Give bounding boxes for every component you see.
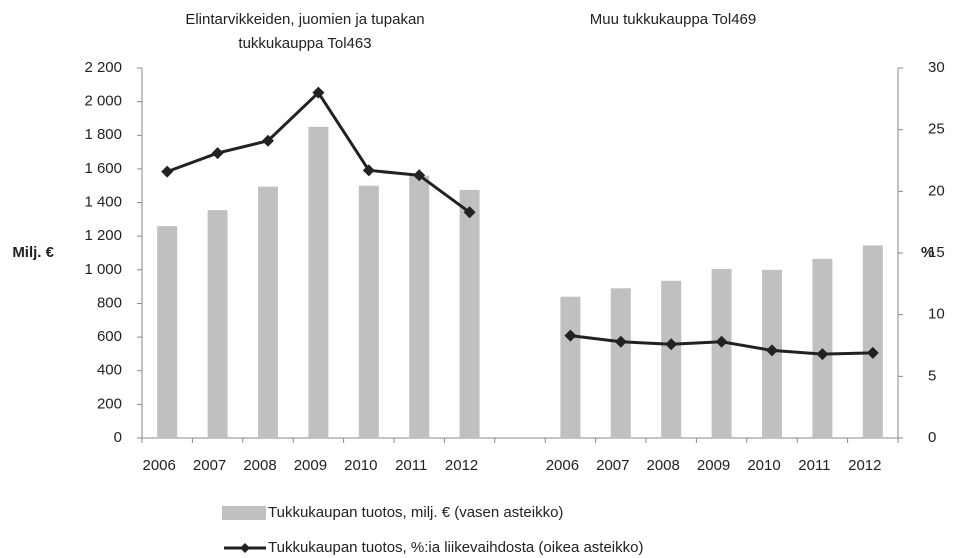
y-tick-label: 2 000 [84, 93, 122, 110]
marker [766, 344, 778, 357]
x-tick-label: 2008 [243, 457, 276, 474]
bar [258, 186, 278, 438]
y-tick-label: 1 600 [84, 160, 122, 177]
legend-label: Tukkukaupan tuotos, %:ia liikevaihdosta … [268, 539, 643, 556]
bar [610, 288, 631, 438]
y-tick-label: 800 [97, 294, 122, 311]
y2-tick-label: 5 [928, 367, 936, 384]
y2-tick-label: 10 [928, 306, 945, 323]
x-tick-label: 2012 [848, 457, 881, 474]
y2-axis-label: % [921, 244, 934, 261]
bar [157, 226, 178, 438]
x-tick-label: 2010 [344, 457, 377, 474]
y-axis-label: Milj. € [12, 244, 54, 261]
bar [459, 189, 480, 438]
y-tick-label: 1 800 [84, 126, 122, 143]
x-tick-label: 2009 [294, 457, 327, 474]
annotation: Muu tukkukauppa Tol469 [590, 11, 757, 28]
annotation: Elintarvikkeiden, juomien ja tupakan [185, 11, 424, 28]
marker [564, 329, 577, 342]
x-tick-label: 2010 [747, 457, 780, 474]
legend-label: Tukkukaupan tuotos, milj. € (vasen astei… [268, 504, 563, 521]
x-tick-label: 2011 [395, 457, 427, 474]
bar [661, 280, 682, 438]
y2-tick-label: 0 [928, 429, 936, 446]
y-tick-label: 200 [97, 395, 122, 412]
bar [207, 210, 228, 438]
y2-tick-label: 20 [928, 182, 945, 199]
marker [161, 165, 174, 178]
y2-tick-label: 25 [928, 121, 945, 138]
x-tick-label: 2009 [697, 457, 730, 474]
x-tick-label: 2007 [596, 457, 629, 474]
marker [665, 338, 678, 351]
marker [866, 346, 879, 359]
x-tick-label: 2011 [798, 457, 830, 474]
bar [560, 296, 581, 438]
marker [413, 169, 426, 182]
x-tick-label: 2006 [546, 457, 579, 474]
legend-marker [240, 543, 250, 553]
x-tick-label: 2007 [193, 457, 226, 474]
x-tick-label: 2006 [143, 457, 176, 474]
y-tick-label: 600 [97, 328, 122, 345]
annotation: tukkukauppa Tol463 [238, 35, 371, 52]
y-tick-label: 1 400 [84, 194, 122, 211]
bar [409, 175, 430, 439]
x-tick-label: 2008 [647, 457, 680, 474]
bar [308, 126, 329, 438]
marker [362, 164, 375, 177]
bar [862, 245, 883, 438]
marker [463, 206, 476, 219]
y-tick-label: 400 [97, 362, 122, 379]
bar [358, 185, 379, 438]
x-tick-label: 2012 [445, 457, 478, 474]
marker [211, 147, 224, 160]
y-tick-label: 2 200 [84, 59, 122, 76]
y2-tick-label: 15 [928, 244, 945, 261]
marker [715, 335, 728, 348]
marker [816, 348, 829, 361]
marker [614, 335, 627, 348]
bar [711, 268, 732, 438]
legend-swatch [222, 506, 266, 520]
y-tick-label: 0 [114, 429, 122, 446]
marker [262, 134, 274, 147]
y-tick-label: 1 200 [84, 227, 122, 244]
y2-tick-label: 30 [928, 59, 945, 76]
y-tick-label: 1 000 [84, 261, 122, 278]
marker [312, 86, 325, 99]
